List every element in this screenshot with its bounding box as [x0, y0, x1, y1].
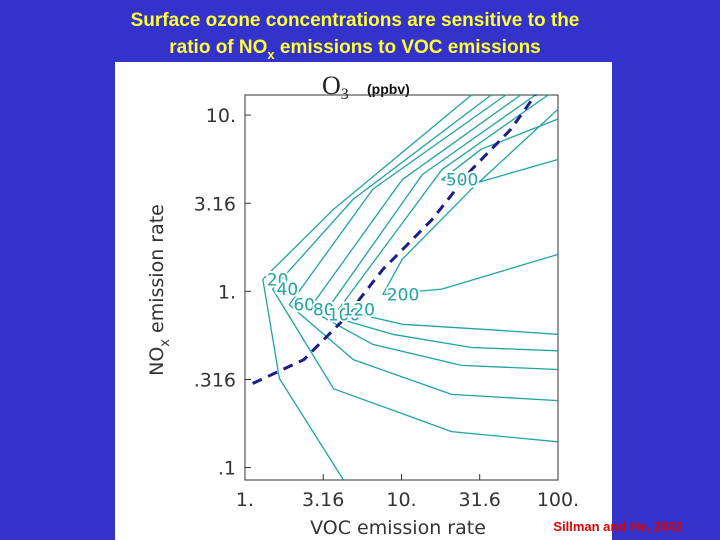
- units: (ppbv): [367, 81, 410, 97]
- chart-title-text: O: [322, 71, 341, 100]
- contour-line: [337, 94, 559, 335]
- contour-line: [262, 94, 472, 481]
- y-label-text: NO: [146, 347, 168, 376]
- y-label-subscript: x: [158, 339, 173, 347]
- slide-title: ratio of NOx emissions to VOC emissions: [169, 37, 541, 62]
- credit: Sillman and He, 2002: [553, 519, 682, 534]
- contour-label: 80: [313, 300, 335, 320]
- x-tick-label: 1.: [236, 489, 254, 511]
- slide-title: Surface ozone concentrations are sensiti…: [131, 10, 580, 31]
- contour-line: [382, 108, 559, 296]
- title-text: emissions to VOC emissions: [275, 37, 541, 58]
- y-tick-label: 3.16: [194, 193, 236, 215]
- ridge-line: [252, 94, 537, 385]
- contour-label: 40: [277, 280, 299, 300]
- contour-line: [441, 118, 559, 185]
- contour-line: [308, 94, 559, 371]
- contour-line: [323, 94, 559, 352]
- contour-label: 500: [446, 171, 478, 191]
- x-tick-label: 10.: [386, 489, 416, 511]
- contour-label: 20: [267, 270, 289, 290]
- contour-label: 60: [293, 296, 315, 316]
- x-tick-label: 100.: [537, 489, 579, 511]
- x-axis-label: VOC emission rate: [310, 517, 486, 539]
- y-tick-label: 10.: [206, 105, 236, 127]
- y-tick-label: .316: [194, 369, 236, 391]
- y-tick-label: .1: [218, 458, 236, 480]
- title-subscript: x: [267, 47, 275, 62]
- contour-label: 120: [343, 300, 375, 320]
- contour-label: 100: [328, 305, 360, 325]
- x-tick-label: 3.16: [302, 489, 344, 511]
- x-tick-label: 31.6: [459, 489, 501, 511]
- contour-line: [271, 94, 559, 443]
- plot-panel: [115, 62, 612, 540]
- y-axis-label: NOx emission rate: [146, 204, 173, 376]
- title-text: ratio of NO: [169, 37, 267, 58]
- y-tick-label: 1.: [218, 281, 236, 303]
- contour-line: [288, 94, 559, 402]
- y-label-text: emission rate: [146, 204, 168, 339]
- contour-label: 200: [387, 285, 419, 305]
